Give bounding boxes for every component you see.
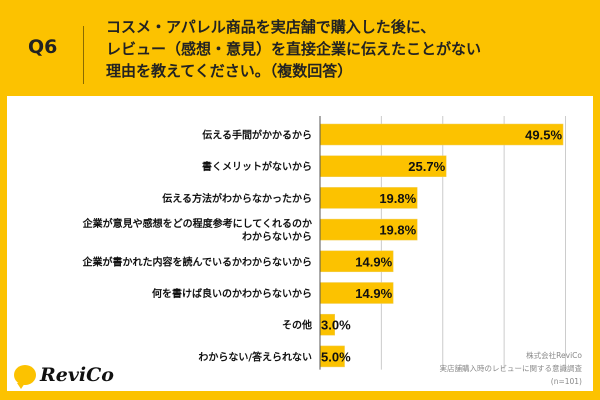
value-label: 14.9% — [355, 254, 392, 269]
logo-text: ReviCo — [40, 364, 114, 386]
company-name: 株式会社ReviCo — [526, 351, 582, 360]
value-label: 25.7% — [408, 159, 445, 174]
category-label: 何を書けば良いのかわからないから — [152, 287, 312, 300]
logo: ReviCo — [14, 364, 114, 389]
divider — [83, 26, 84, 84]
sample-size: (n=101) — [550, 377, 582, 386]
category-label: 伝える方法がわからなかったから — [162, 192, 312, 205]
category-label: 企業が意見や感想をどの程度参考にしてくれるのか — [82, 217, 312, 230]
page-title: コスメ・アパレル商品を実店舗で購入した後に、 レビュー（感想・意見）を直接企業に… — [106, 18, 482, 80]
category-label: わからない/答えられない — [198, 350, 312, 363]
chat-bubble-icon — [14, 365, 36, 389]
value-label: 5.0% — [321, 349, 351, 364]
value-label: 14.9% — [355, 286, 392, 301]
category-label: わからないから — [242, 231, 312, 243]
question-number: Q6 — [28, 36, 58, 58]
survey-name: 実店舗購入時のレビューに関する意識調査 — [439, 364, 583, 373]
value-label: 3.0% — [321, 318, 351, 333]
category-label: 企業が書かれた内容を読んでいるかわからないから — [82, 255, 313, 268]
category-label: その他 — [282, 319, 312, 332]
category-label: 伝える手間がかかるから — [202, 129, 312, 142]
value-label: 19.8% — [379, 223, 416, 238]
value-label: 19.8% — [379, 191, 416, 206]
category-label: 書くメリットがないから — [202, 160, 312, 173]
credit: 株式会社ReviCo 実店舗購入時のレビューに関する意識調査 (n=101) — [440, 349, 583, 388]
value-label: 49.5% — [525, 128, 562, 143]
